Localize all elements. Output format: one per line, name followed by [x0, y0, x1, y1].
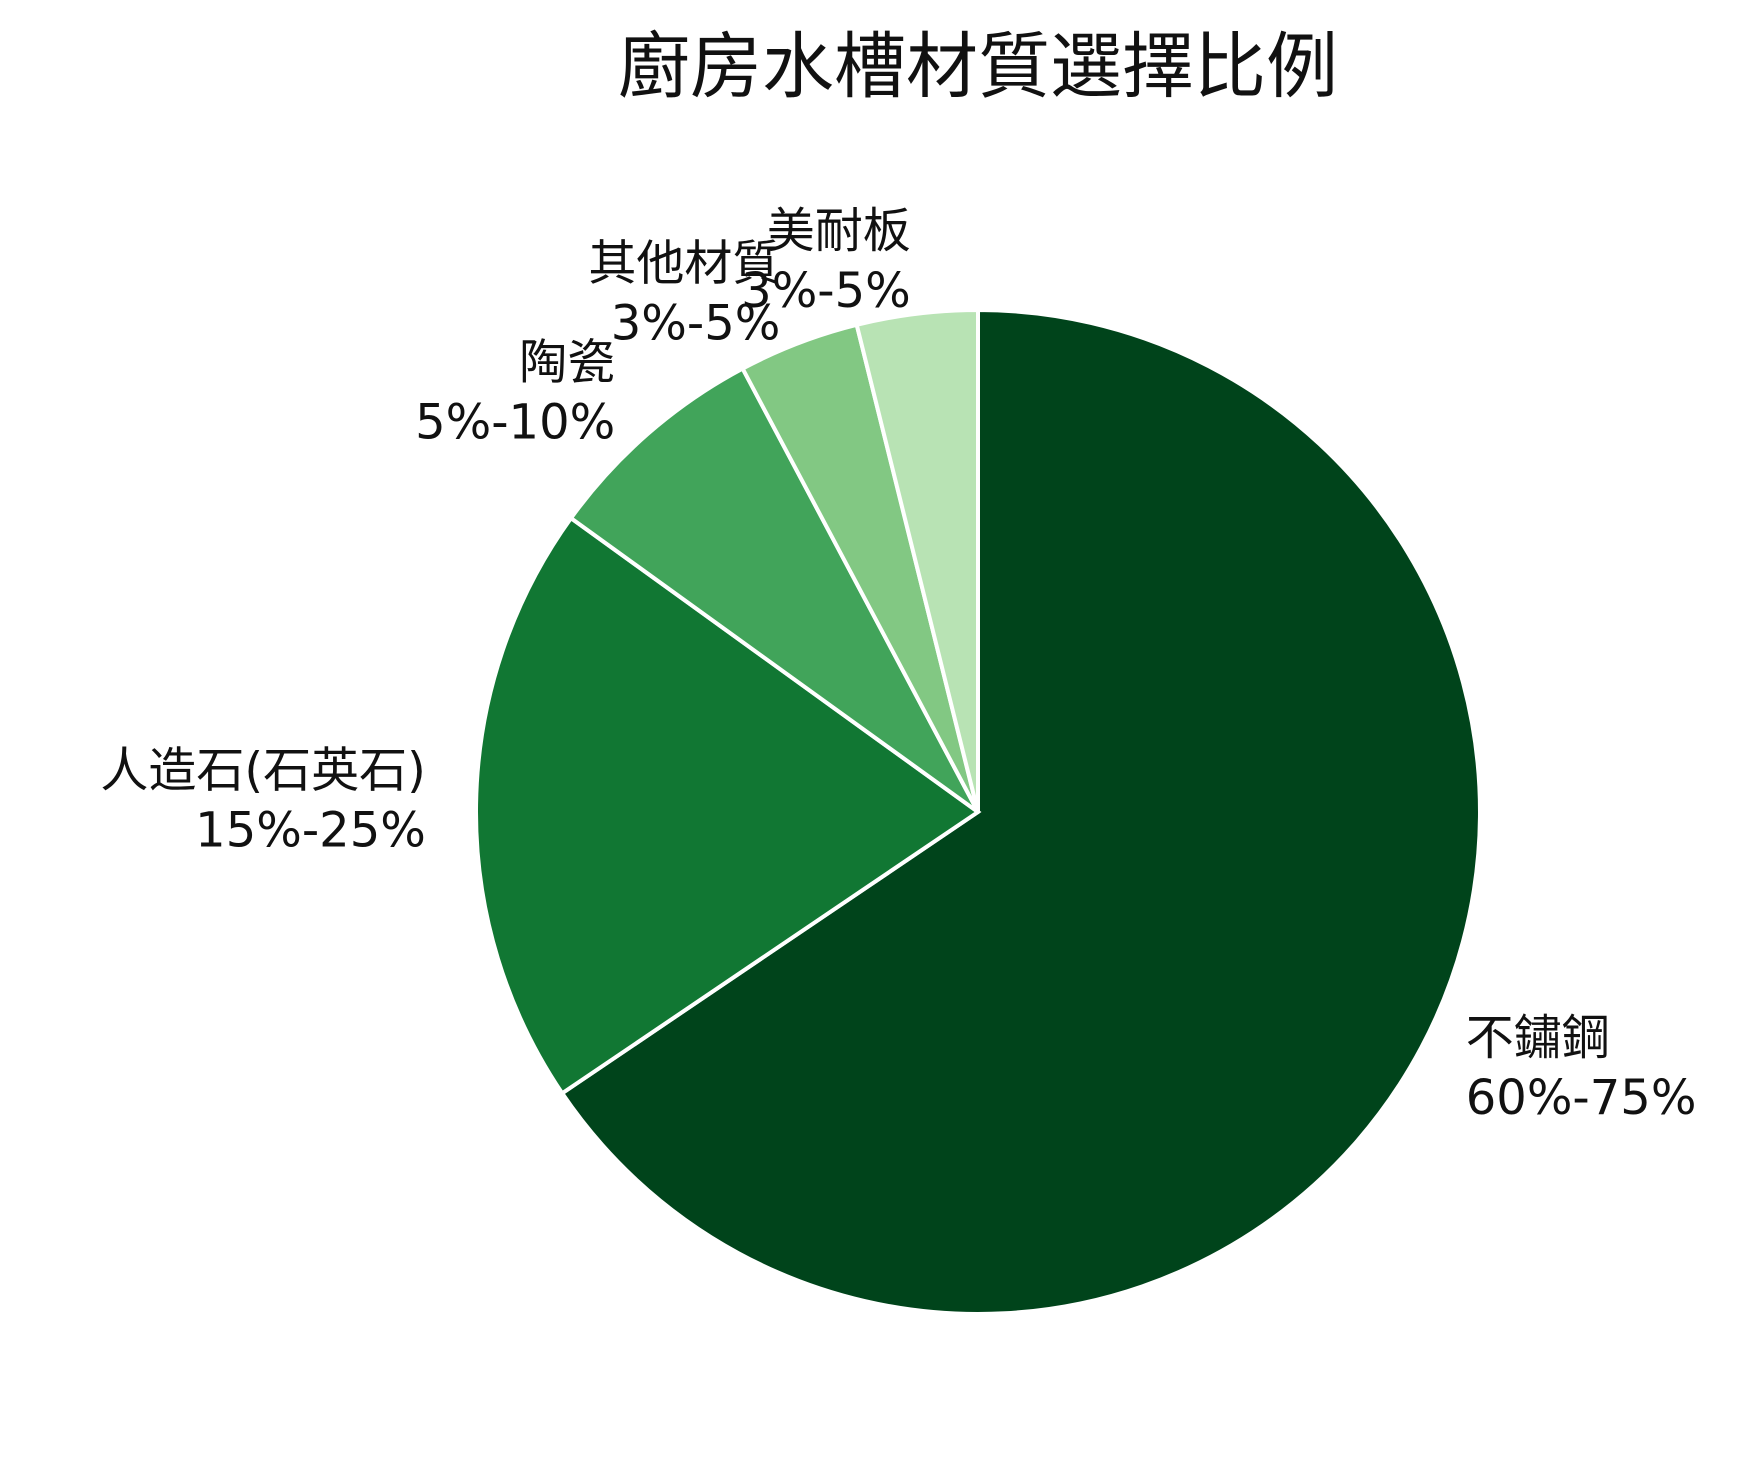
pie-slice: [474, 515, 982, 1097]
pie-slice: [568, 365, 980, 814]
slice-label: 其他材質: [588, 235, 780, 291]
pie-slice: [854, 307, 980, 813]
chart-title: 廚房水槽材質選擇比例: [618, 25, 1338, 109]
slice-value-label: 60%-75%: [1466, 1070, 1697, 1126]
slice-label: 陶瓷: [519, 335, 615, 391]
slice-value-label: 5%-10%: [415, 395, 615, 451]
slice-value-label: 3%-5%: [611, 295, 781, 351]
slice-label: 人造石(石英石): [100, 743, 425, 799]
slice-label: 美耐板: [767, 203, 911, 259]
slice-label: 不鏽鋼: [1466, 1010, 1610, 1066]
slice-value-label: 3%-5%: [741, 263, 911, 319]
pie-slice: [559, 307, 1482, 1316]
slice-value-label: 15%-25%: [195, 803, 426, 859]
